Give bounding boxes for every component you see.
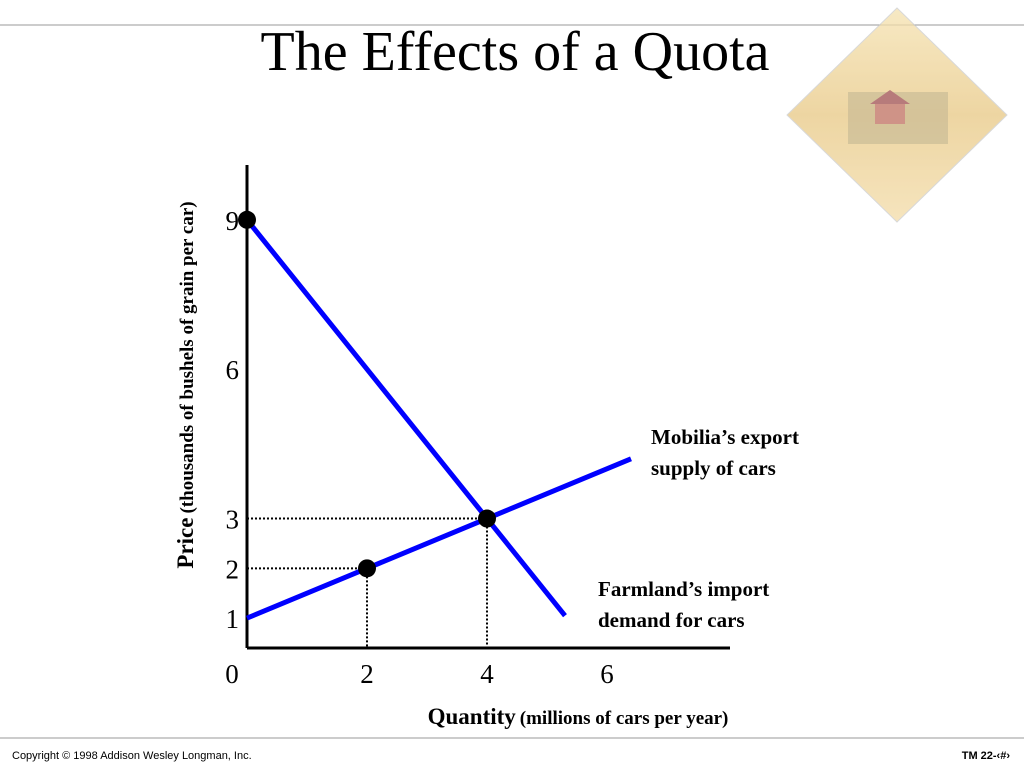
series-label: Mobilia’s export supply of cars [651,425,799,480]
x-tick-label: 4 [480,659,494,689]
point [358,559,376,578]
x-tick-label: 2 [360,659,374,689]
series-line [246,456,632,621]
x-tick-label: 6 [600,659,614,689]
title: The Effects of a Quota [261,21,770,83]
y-axis-title: Price (thousands of bushels of grain per… [173,201,198,568]
series-line [245,218,567,618]
y-tick-label: 6 [226,355,240,385]
y-tick-label: 9 [226,206,240,236]
x-label: Quantity [428,704,517,729]
decor-image [786,7,1008,223]
x-tick-label: 0 [225,659,239,689]
y-tick-label: 2 [226,554,240,584]
page-number: TM 22-‹#› [962,750,1011,762]
y-tick-label: 1 [226,604,240,634]
x-axis-title: Quantity (millions of cars per year) [428,704,729,729]
y-label-unit: (thousands of bushels of grain per car) [177,201,198,513]
point [478,509,496,528]
series-label: Farmland’s import demand for cars [598,577,770,632]
y-label: Price [173,518,198,569]
point [238,210,256,229]
y-tick-label: 3 [226,505,240,535]
copyright: Copyright © 1998 Addison Wesley Longman,… [12,750,252,762]
x-label-unit: (millions of cars per year) [520,708,729,729]
